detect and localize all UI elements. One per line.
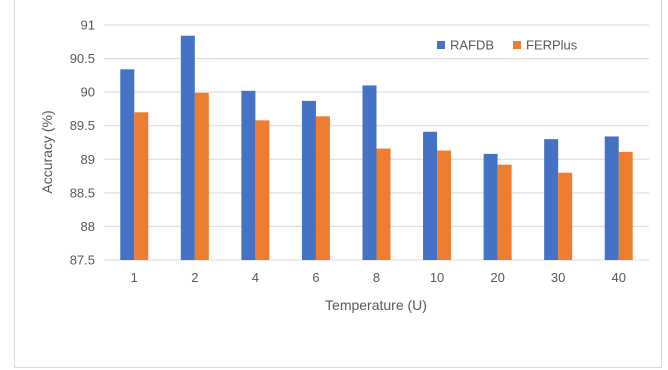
y-tick-label: 90.5	[70, 51, 95, 66]
x-tick-label: 30	[551, 270, 565, 285]
y-tick-label: 88.5	[70, 185, 95, 200]
y-axis-title: Accuracy (%)	[39, 110, 55, 193]
y-axis-ticks: 87.5 88 88.5 89 89.5 90 90.5 91	[70, 18, 95, 268]
x-tick-label: 20	[490, 270, 504, 285]
bar-ferplus-8	[376, 148, 391, 260]
y-tick-label: 88	[81, 219, 95, 234]
legend: RAFDB FERPlus	[437, 38, 578, 53]
bar-rafdb-6	[301, 100, 316, 260]
bar-rafdb-1	[120, 69, 135, 260]
y-tick-label: 89.5	[70, 118, 95, 133]
bar-rafdb-40	[604, 136, 619, 260]
bar-ferplus-30	[558, 172, 573, 260]
bar-ferplus-2	[194, 92, 209, 260]
legend-swatch-rafdb	[437, 41, 445, 49]
bar-rafdb-2	[180, 35, 195, 260]
x-tick-label: 40	[611, 270, 625, 285]
legend-swatch-ferplus	[513, 41, 521, 49]
bar-rafdb-4	[241, 90, 256, 260]
bar-rafdb-30	[544, 139, 559, 260]
legend-label-ferplus: FERPlus	[526, 38, 578, 53]
bars	[120, 35, 633, 261]
y-tick-label: 90	[81, 85, 95, 100]
x-axis-title: Temperature (U)	[325, 297, 427, 313]
x-axis-ticks: 1 2 4 6 8 10 20 30 40	[131, 270, 626, 285]
y-tick-label: 91	[81, 18, 95, 33]
bar-rafdb-20	[483, 153, 498, 260]
bar-ferplus-20	[497, 164, 512, 260]
bar-rafdb-8	[362, 85, 377, 260]
x-tick-label: 4	[252, 270, 259, 285]
x-tick-label: 8	[373, 270, 380, 285]
bar-ferplus-1	[134, 112, 149, 261]
x-tick-label: 1	[131, 270, 138, 285]
x-tick-label: 6	[312, 270, 319, 285]
legend-label-rafdb: RAFDB	[450, 38, 494, 53]
y-tick-label: 89	[81, 152, 95, 167]
bar-ferplus-4	[255, 120, 270, 260]
bar-ferplus-40	[618, 151, 633, 260]
x-tick-label: 10	[430, 270, 444, 285]
bar-ferplus-6	[315, 116, 330, 260]
y-tick-label: 87.5	[70, 253, 95, 268]
x-tick-label: 2	[191, 270, 198, 285]
bar-ferplus-10	[437, 150, 452, 260]
bar-rafdb-10	[423, 131, 438, 260]
